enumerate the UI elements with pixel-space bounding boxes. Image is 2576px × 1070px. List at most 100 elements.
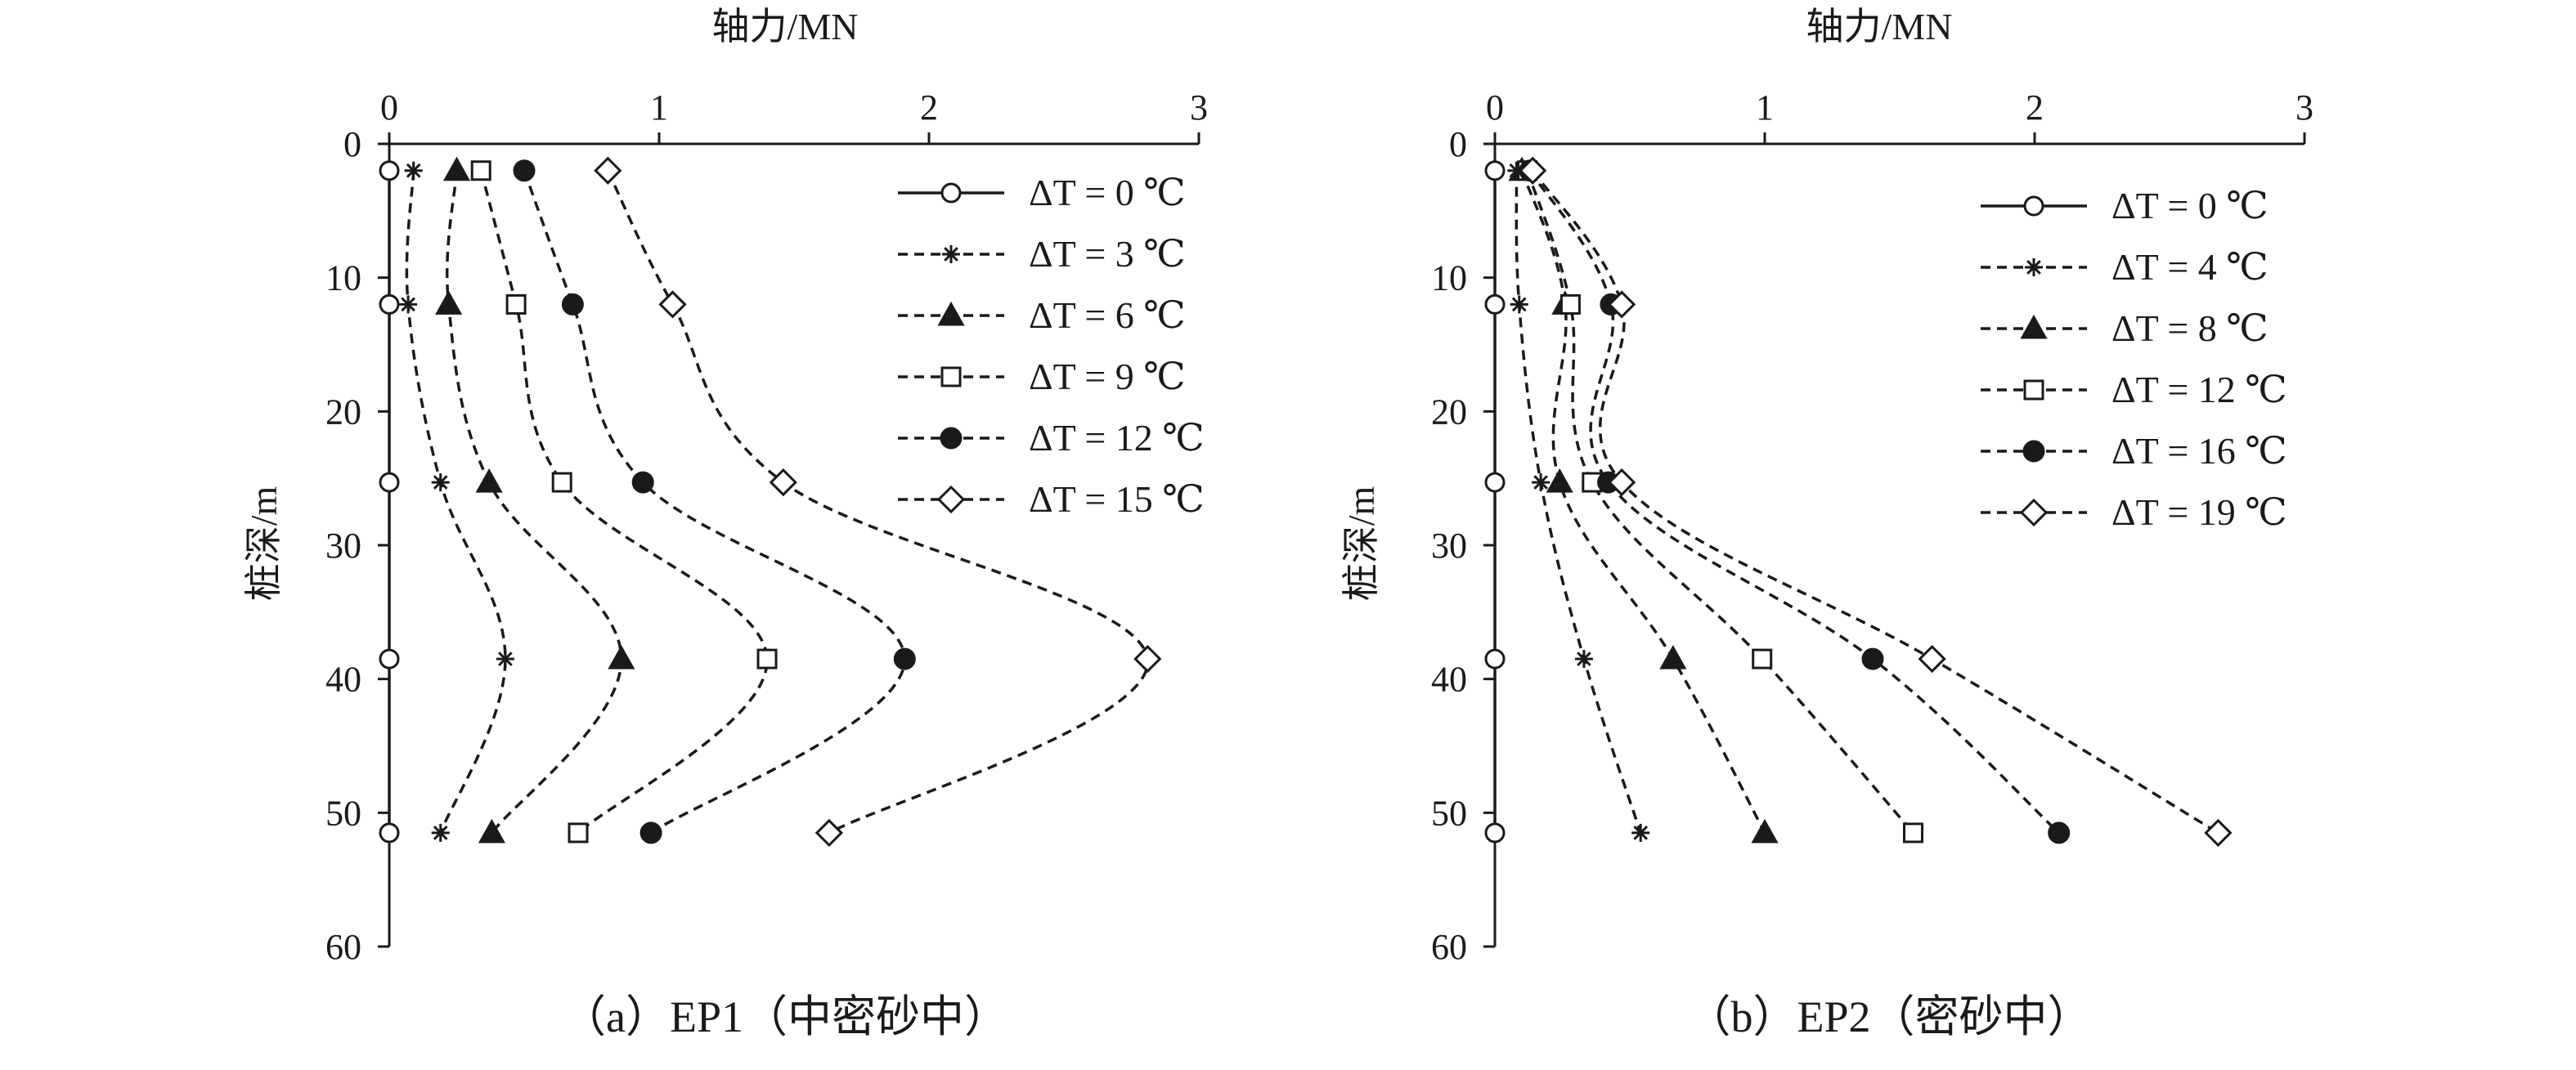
data-point bbox=[1918, 644, 1946, 674]
legend-marker bbox=[2025, 258, 2043, 276]
data-point bbox=[769, 468, 797, 497]
data-point bbox=[1574, 650, 1593, 669]
data-point-stroke bbox=[1633, 826, 1649, 840]
data-point bbox=[475, 468, 503, 493]
legend-marker bbox=[942, 245, 960, 263]
legend-marker bbox=[940, 182, 962, 204]
data-point bbox=[470, 160, 491, 181]
y-tick-label: 30 bbox=[325, 526, 361, 566]
data-point bbox=[379, 472, 400, 493]
data-point bbox=[505, 293, 527, 315]
data-point bbox=[1659, 645, 1687, 669]
data-point-stroke bbox=[406, 163, 421, 178]
legend-label: ΔT = 8 ℃ bbox=[2112, 307, 2269, 349]
series-line bbox=[405, 170, 507, 834]
x-tick-label: 3 bbox=[2296, 87, 2313, 128]
legend-label: ΔT = 3 ℃ bbox=[1029, 233, 1186, 275]
legend-label: ΔT = 9 ℃ bbox=[1029, 356, 1186, 397]
data-point bbox=[1484, 472, 1506, 493]
data-point-stroke bbox=[1577, 651, 1591, 666]
data-point bbox=[1861, 647, 1884, 670]
series-line bbox=[446, 170, 623, 834]
y-tick-label: 50 bbox=[325, 793, 361, 833]
data-point bbox=[1903, 822, 1923, 844]
panel-caption: （b）EP2（密砂中） bbox=[1686, 992, 2091, 1041]
data-point bbox=[1631, 823, 1650, 842]
series-4 bbox=[513, 159, 916, 844]
y-tick-label: 50 bbox=[1431, 793, 1467, 833]
x-axis-title: 轴力/MN bbox=[1806, 6, 1953, 47]
legend-label: ΔT = 4 ℃ bbox=[2112, 246, 2269, 288]
legend-marker bbox=[2023, 379, 2044, 401]
y-tick-label: 40 bbox=[1431, 660, 1467, 700]
data-point bbox=[478, 818, 505, 844]
legend-marker bbox=[2022, 440, 2045, 463]
y-axis-title: 桩深/m bbox=[1340, 486, 1382, 602]
y-tick-label: 10 bbox=[325, 258, 361, 298]
legend-label: ΔT = 12 ℃ bbox=[1029, 417, 1205, 459]
data-point bbox=[631, 471, 654, 494]
legend-marker bbox=[2020, 314, 2048, 339]
series-5 bbox=[594, 156, 1162, 848]
legend-marker bbox=[940, 366, 962, 387]
data-point bbox=[1546, 468, 1573, 493]
x-tick-label: 1 bbox=[650, 87, 668, 128]
data-point-stroke bbox=[498, 651, 513, 666]
data-point bbox=[1484, 822, 1506, 844]
data-point bbox=[608, 645, 635, 669]
data-point-stroke bbox=[1511, 297, 1527, 312]
legend-marker bbox=[2023, 195, 2044, 217]
data-point bbox=[435, 290, 463, 315]
legend-label: ΔT = 19 ℃ bbox=[2112, 491, 2287, 533]
legend-marker bbox=[2019, 498, 2049, 527]
y-axis-title: 桩深/m bbox=[243, 486, 285, 602]
y-tick-label: 20 bbox=[1431, 392, 1467, 432]
legend-marker-stroke bbox=[2026, 260, 2041, 275]
data-point bbox=[379, 293, 400, 315]
x-tick-label: 3 bbox=[1190, 87, 1208, 128]
y-tick-label: 0 bbox=[343, 124, 361, 164]
data-point bbox=[2204, 818, 2233, 848]
data-point bbox=[379, 160, 400, 181]
data-point bbox=[1560, 293, 1581, 315]
data-point bbox=[496, 650, 514, 669]
x-tick-label: 0 bbox=[1486, 87, 1504, 128]
data-point-stroke bbox=[1533, 475, 1548, 490]
data-point bbox=[756, 648, 778, 669]
data-point bbox=[568, 822, 589, 844]
x-tick-label: 2 bbox=[2026, 87, 2044, 128]
data-point bbox=[379, 648, 400, 669]
data-point bbox=[1133, 644, 1162, 674]
legend-marker bbox=[936, 485, 966, 514]
y-tick-label: 20 bbox=[325, 392, 361, 432]
y-tick-label: 10 bbox=[1431, 258, 1467, 298]
series-0 bbox=[379, 160, 400, 844]
legend-marker bbox=[940, 427, 963, 450]
y-tick-label: 0 bbox=[1449, 124, 1467, 164]
data-point bbox=[815, 818, 844, 848]
data-point-stroke bbox=[401, 297, 415, 312]
data-point bbox=[594, 156, 622, 185]
series-2 bbox=[435, 156, 635, 844]
data-point bbox=[1532, 473, 1551, 492]
series-3 bbox=[1517, 160, 1923, 844]
x-axis-title: 轴力/MN bbox=[712, 6, 859, 47]
data-point-stroke bbox=[433, 826, 448, 840]
series-0 bbox=[1484, 160, 1506, 844]
series-1 bbox=[399, 161, 514, 842]
data-point-stroke bbox=[433, 475, 448, 490]
data-point bbox=[2048, 822, 2071, 844]
legend-marker bbox=[937, 301, 965, 326]
data-point bbox=[442, 156, 471, 181]
legend-label: ΔT = 15 ℃ bbox=[1029, 478, 1205, 520]
x-tick-label: 0 bbox=[380, 87, 398, 128]
data-point bbox=[640, 822, 662, 844]
y-tick-label: 60 bbox=[1431, 927, 1467, 967]
data-point bbox=[1484, 293, 1506, 315]
series-line bbox=[1531, 169, 2219, 835]
x-tick-label: 1 bbox=[1756, 87, 1774, 128]
data-point bbox=[1752, 648, 1773, 669]
series-2 bbox=[1508, 156, 1779, 844]
series-3 bbox=[470, 160, 778, 844]
